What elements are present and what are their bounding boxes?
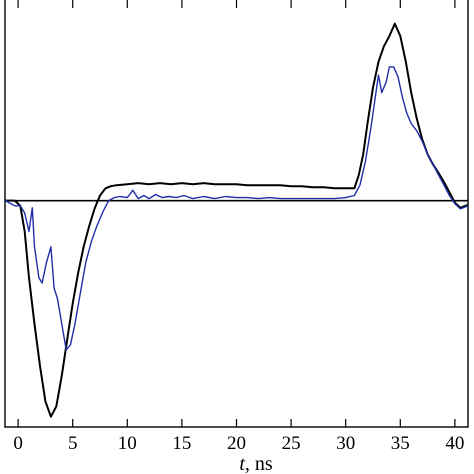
x-axis-unit: , ns <box>245 453 273 474</box>
plot-frame <box>4 0 469 428</box>
series-line-2 <box>4 66 469 351</box>
series-layer <box>4 22 469 418</box>
tick-layer: 0 5 10 15 20 25 30 35 40 <box>13 0 464 454</box>
x-tick-label: 0 <box>13 433 23 454</box>
x-tick-label: 30 <box>336 433 355 454</box>
x-tick-label: 25 <box>282 433 301 454</box>
x-tick-label: 35 <box>391 433 410 454</box>
plot-area <box>4 0 469 428</box>
series-line-1 <box>5 22 469 418</box>
x-axis-variable: t <box>239 453 245 474</box>
x-tick-label: 10 <box>118 433 137 454</box>
x-tick-label: 20 <box>227 433 246 454</box>
x-tick-label: 5 <box>68 433 78 454</box>
x-tick-label: 40 <box>445 433 464 454</box>
x-tick-label: 15 <box>172 433 191 454</box>
x-axis-label: t, ns <box>239 453 273 474</box>
